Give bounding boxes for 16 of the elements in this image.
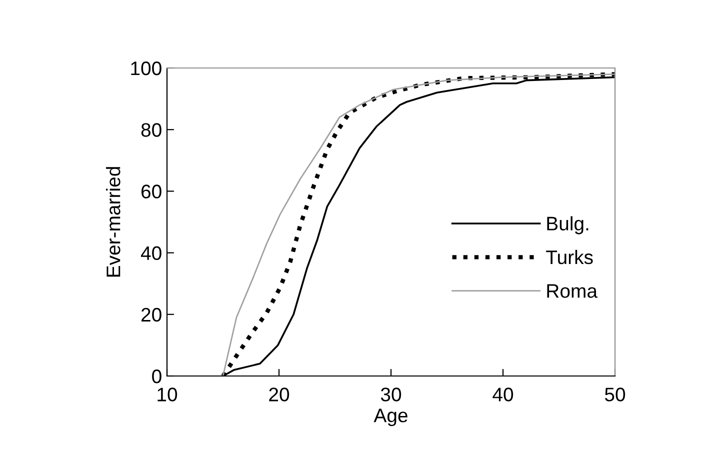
y-tick-label: 0: [152, 369, 162, 384]
x-tick-label: 10: [158, 388, 178, 402]
legend-label: Roma: [547, 284, 598, 298]
x-tick-label: 40: [492, 388, 514, 402]
y-tick-label: 20: [141, 308, 162, 322]
y-axis-title: Ever-married: [106, 167, 120, 277]
x-tick-label: 30: [380, 388, 402, 402]
x-tick-label: 50: [604, 388, 626, 402]
x-axis-title: Age: [374, 408, 408, 426]
y-tick-label: 100: [131, 61, 162, 76]
y-tick-label: 40: [140, 246, 162, 260]
y-tick-label: 80: [141, 123, 162, 137]
x-tick-label: 20: [269, 388, 290, 402]
legend-label: Turks: [546, 250, 593, 264]
y-tick-label: 60: [142, 184, 162, 198]
legend-label: Bulg.: [547, 216, 588, 234]
